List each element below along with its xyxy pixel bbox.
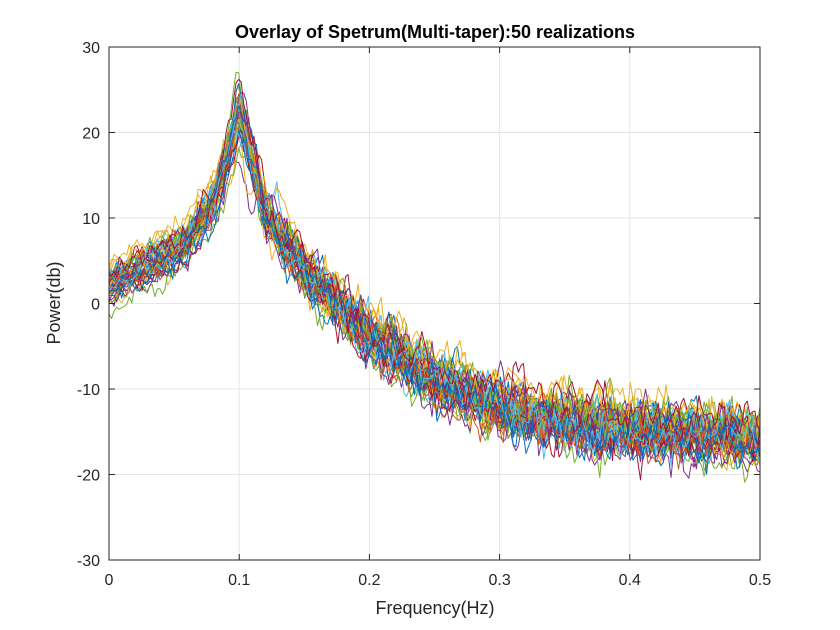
y-tick-label: 0 [91,297,100,314]
x-tick-label: 0.3 [488,572,510,589]
spectrum-series-line [108,105,761,470]
y-tick-label: -30 [77,553,100,570]
x-tick-label: 0.2 [358,572,380,589]
y-tick-label: -10 [77,382,100,399]
y-tick-label: 10 [82,211,100,228]
x-tick-label: 0 [105,572,114,589]
y-tick-label: 20 [82,126,100,143]
y-tick-label: 30 [82,40,100,57]
x-tick-label: 0.5 [749,572,771,589]
spectrum-series-line [108,130,761,475]
x-axis-label: Frequency(Hz) [375,598,494,618]
spectrum-series-line [108,96,761,447]
x-tick-label: 0.4 [619,572,641,589]
chart-title: Overlay of Spetrum(Multi-taper):50 reali… [235,22,635,42]
axis-ticks [108,46,761,561]
y-tick-labels: -30 -20 -10 0 10 20 30 [77,40,100,570]
x-tick-labels: 0 0.1 0.2 0.3 0.4 0.5 [105,572,772,589]
y-tick-label: -20 [77,468,100,485]
series-lines [108,71,761,483]
spectrum-series-line [108,114,761,460]
x-tick-label: 0.1 [228,572,250,589]
y-axis-label: Power(db) [44,261,64,344]
